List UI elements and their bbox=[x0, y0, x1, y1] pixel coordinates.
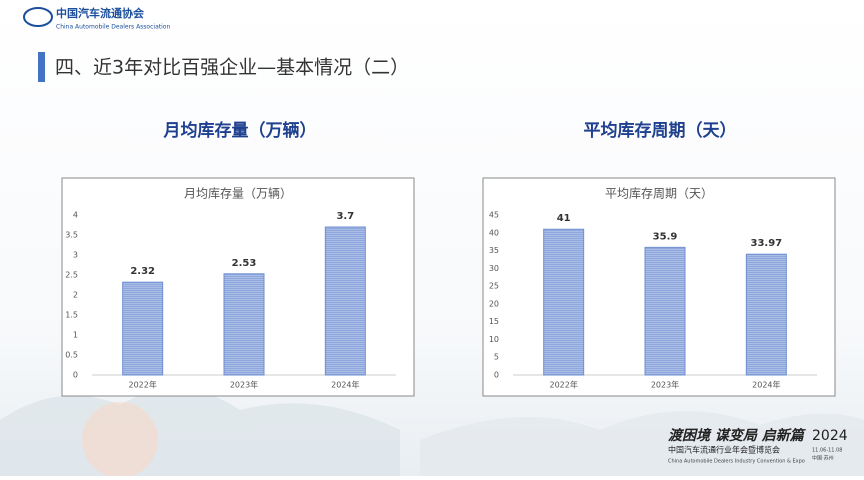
y-tick-label: 1.5 bbox=[65, 311, 78, 320]
org-en: China Automobile Dealers Association bbox=[56, 24, 170, 31]
data-label: 41 bbox=[557, 213, 571, 224]
y-tick-label: 35 bbox=[489, 246, 499, 255]
y-tick-label: 2.5 bbox=[65, 271, 78, 280]
heading: 月均库存量（万辆） bbox=[163, 120, 317, 141]
x-tick-label: 2023年 bbox=[651, 380, 679, 390]
y-tick-label: 3 bbox=[73, 251, 78, 260]
data-label: 2.53 bbox=[232, 258, 257, 269]
y-tick-label: 0 bbox=[494, 371, 499, 380]
sun bbox=[82, 402, 158, 478]
y-tick-label: 0.5 bbox=[65, 351, 78, 360]
y-tick-label: 30 bbox=[489, 264, 499, 273]
mountain bbox=[420, 411, 864, 476]
org-cn: 中国汽车流通协会 bbox=[56, 6, 145, 20]
bar bbox=[745, 253, 787, 376]
heading: 平均库存周期（天） bbox=[584, 120, 737, 141]
x-tick-label: 2024年 bbox=[331, 380, 359, 390]
data-label: 35.9 bbox=[653, 231, 678, 242]
bar bbox=[122, 281, 164, 376]
bar bbox=[223, 273, 265, 376]
bar bbox=[324, 226, 366, 376]
y-tick-label: 3.5 bbox=[65, 231, 78, 240]
y-tick-label: 25 bbox=[489, 282, 499, 291]
y-tick-label: 15 bbox=[489, 317, 499, 326]
logo bbox=[23, 7, 53, 27]
dates: 11.06-11.08 bbox=[812, 448, 842, 454]
event-cn: 中国汽车流通行业年会暨博览会 bbox=[668, 445, 780, 455]
year: 2024 bbox=[812, 428, 848, 444]
chart-title: 平均库存周期（天） bbox=[605, 186, 713, 201]
place: 中国·苏州 bbox=[812, 455, 834, 462]
y-tick-label: 40 bbox=[489, 228, 499, 237]
data-label: 3.7 bbox=[336, 211, 354, 222]
data-label: 33.97 bbox=[751, 238, 783, 249]
event-en: China Automobile Dealers Industry Conven… bbox=[668, 459, 805, 465]
slide-title: 四、近3年对比百强企业—基本情况（二） bbox=[55, 57, 409, 79]
y-tick-label: 0 bbox=[73, 371, 78, 380]
bar bbox=[644, 246, 686, 376]
y-tick-label: 45 bbox=[489, 211, 499, 220]
y-tick-label: 5 bbox=[494, 353, 499, 362]
y-tick-label: 4 bbox=[73, 211, 78, 220]
bar bbox=[543, 228, 585, 376]
slogan: 渡困境 谋变局 启新篇 bbox=[668, 427, 807, 444]
title-bar bbox=[38, 52, 45, 82]
y-tick-label: 2 bbox=[73, 291, 78, 300]
data-label: 2.32 bbox=[130, 266, 155, 277]
y-tick-label: 20 bbox=[489, 299, 499, 308]
y-tick-label: 1 bbox=[73, 331, 78, 340]
y-tick-label: 10 bbox=[489, 335, 499, 344]
x-tick-label: 2023年 bbox=[230, 380, 258, 390]
x-tick-label: 2022年 bbox=[128, 380, 156, 390]
x-tick-label: 2022年 bbox=[549, 380, 577, 390]
x-tick-label: 2024年 bbox=[752, 380, 780, 390]
chart-title: 月均库存量（万辆） bbox=[184, 186, 292, 201]
